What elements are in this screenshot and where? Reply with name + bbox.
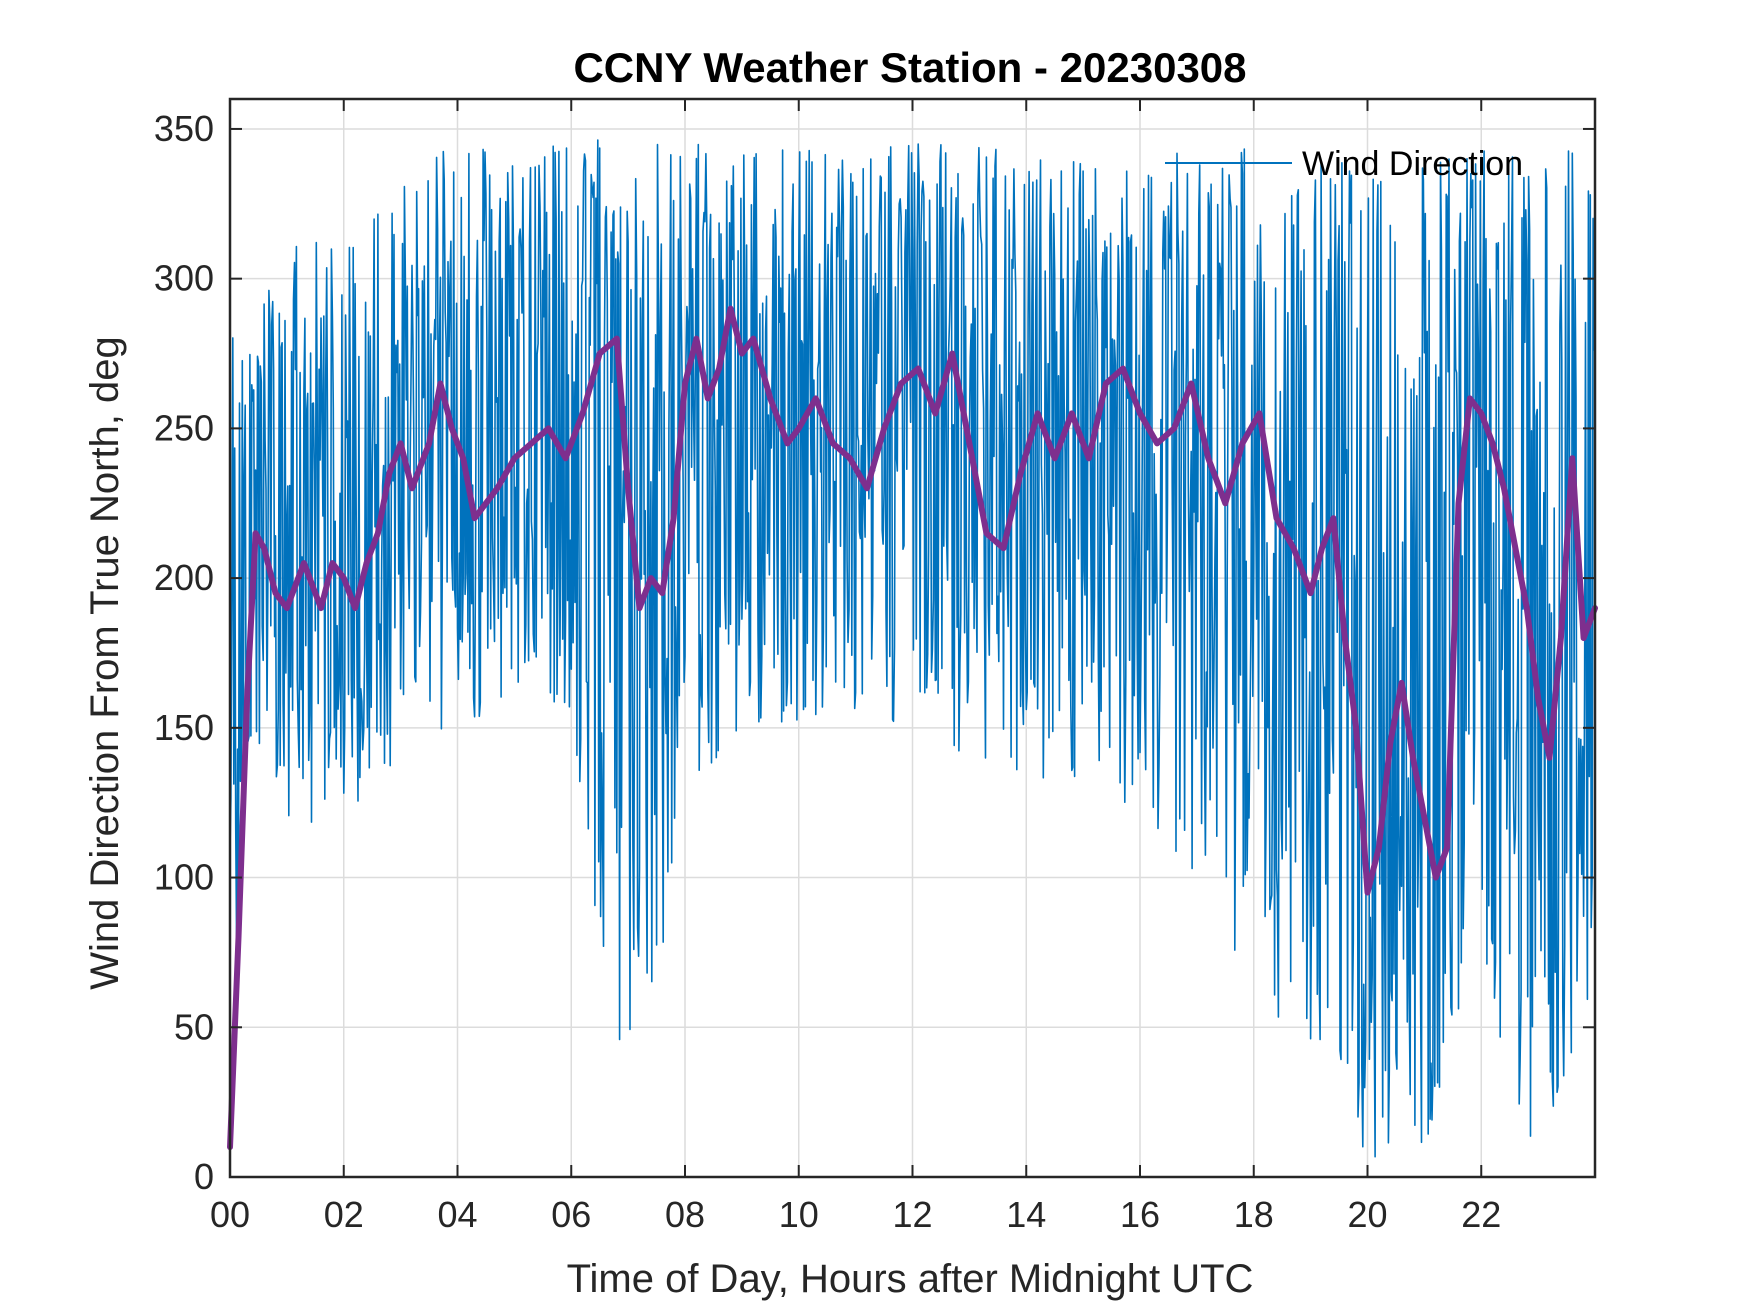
- y-tick-label: 100: [154, 857, 214, 898]
- x-tick-label: 04: [437, 1194, 477, 1235]
- x-axis-label: Time of Day, Hours after Midnight UTC: [567, 1257, 1254, 1301]
- x-tick-label: 12: [892, 1194, 932, 1235]
- y-tick-label: 0: [194, 1156, 214, 1197]
- y-tick-label: 50: [174, 1006, 214, 1047]
- x-tick-label: 16: [1120, 1194, 1160, 1235]
- x-tick-label: 02: [324, 1194, 364, 1235]
- x-tick-label: 14: [1006, 1194, 1046, 1235]
- x-tick-label: 08: [665, 1194, 705, 1235]
- y-tick-label: 200: [154, 557, 214, 598]
- x-tick-label: 22: [1461, 1194, 1501, 1235]
- series-wind-direction-line: [229, 139, 1596, 1158]
- chart-title: CCNY Weather Station - 20230308: [573, 44, 1246, 91]
- y-tick-label: 150: [154, 707, 214, 748]
- legend: Wind Direction: [1165, 145, 1523, 183]
- x-tick-label: 00: [210, 1194, 250, 1235]
- y-axis-label: Wind Direction From True North, deg: [83, 336, 127, 990]
- x-tick-label: 06: [551, 1194, 591, 1235]
- y-tick-label: 350: [154, 108, 214, 149]
- x-tick-label: 20: [1347, 1194, 1387, 1235]
- plot-area: 00 02 04 06 08 10 12 14 16 18 20 22 0 50 100 150 200 250 3…: [154, 97, 1598, 1235]
- x-tick-label: 10: [779, 1194, 819, 1235]
- y-tick-label: 250: [154, 407, 214, 448]
- legend-label: Wind Direction: [1302, 145, 1523, 183]
- y-tick-label: 300: [154, 258, 214, 299]
- x-tick-label: 18: [1234, 1194, 1274, 1235]
- series-smoothed-line: [227, 305, 1598, 1151]
